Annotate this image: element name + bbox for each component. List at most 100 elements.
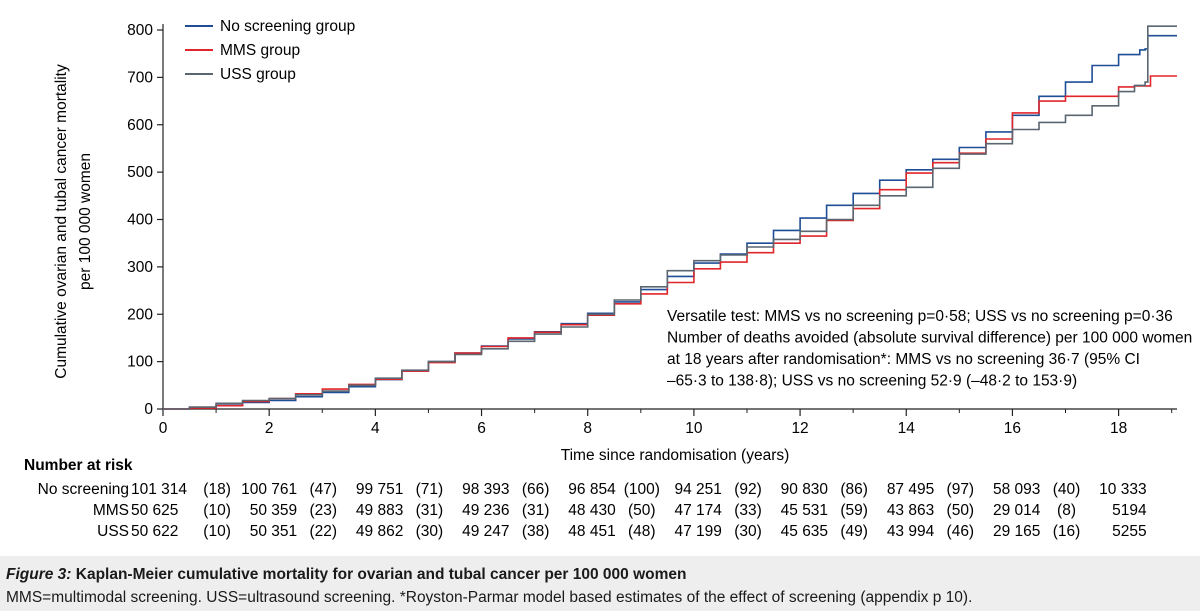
risk-value: 47 174 [674, 502, 722, 519]
risk-value: 96 854 [568, 481, 616, 498]
risk-row-label: No screening [38, 481, 129, 498]
risk-event-count: (100) [624, 481, 660, 498]
risk-event-count: (8) [1057, 502, 1076, 519]
risk-value: 48 451 [568, 523, 615, 540]
risk-event-count: (48) [628, 523, 656, 540]
y-axis-label-line-2: per 100 000 women [77, 153, 94, 290]
risk-value: 43 994 [887, 523, 935, 540]
risk-event-count: (22) [309, 523, 337, 540]
number-at-risk-table: Number at risk No screening 101 314 100 761… [24, 457, 1147, 540]
caption-box [0, 556, 1200, 611]
risk-event-count: (97) [947, 481, 975, 498]
series-lines [163, 25, 1177, 410]
risk-value: 90 830 [781, 481, 829, 498]
risk-table-title: Number at risk [24, 457, 133, 474]
annotation-line: –65·3 to 138·8); USS vs no screening 52·… [667, 373, 1077, 390]
x-tick-label: 8 [583, 420, 592, 437]
y-axis-label: Cumulative ovarian and tubal cancer mort… [53, 64, 94, 379]
legend-entry: MMS group [220, 42, 300, 59]
risk-value: 49 883 [356, 502, 403, 519]
figure-title: Kaplan-Meier cumulative mortality for ov… [71, 566, 687, 583]
figure-caption-note: MMS=multimodal screening. USS=ultrasound… [6, 589, 973, 606]
risk-event-count: (66) [522, 481, 550, 498]
risk-row-label: MMS [93, 502, 129, 519]
x-tick-label: 6 [477, 420, 486, 437]
legend-entry: No screening group [220, 18, 355, 35]
risk-event-count: (18) [203, 481, 231, 498]
risk-event-count: (59) [840, 502, 868, 519]
risk-event-count: (31) [522, 502, 550, 519]
risk-value: 49 862 [356, 523, 403, 540]
x-tick-label: 12 [791, 420, 808, 437]
y-tick-label: 500 [127, 164, 153, 181]
y-tick-label: 800 [127, 22, 153, 39]
y-axis-label-line-1: Cumulative ovarian and tubal cancer mort… [53, 64, 70, 379]
series-line-uss-group [163, 25, 1177, 410]
annotation-line: Versatile test: MMS vs no screening p=0·… [667, 308, 1173, 325]
x-axis-label: Time since randomisation (years) [561, 447, 790, 464]
legend: No screening group MMS group USS group [185, 18, 355, 83]
risk-event-count: (10) [203, 523, 231, 540]
risk-value: 45 531 [781, 502, 828, 519]
x-tick-label: 16 [1004, 420, 1021, 437]
risk-value: 10 333 [1099, 481, 1146, 498]
risk-value: 50 359 [250, 502, 297, 519]
figure-label: Figure 3: [6, 566, 72, 583]
risk-value: 94 251 [674, 481, 721, 498]
risk-value: 98 393 [462, 481, 509, 498]
y-tick-label: 100 [127, 354, 153, 371]
risk-value: 58 093 [993, 481, 1040, 498]
legend-entry: USS group [220, 66, 296, 83]
risk-value: 50 625 [131, 502, 178, 519]
x-tick-label: 4 [371, 420, 380, 437]
risk-value: 49 247 [462, 523, 509, 540]
x-tick-label: 18 [1110, 420, 1127, 437]
risk-event-count: (10) [203, 502, 231, 519]
risk-event-count: (92) [734, 481, 762, 498]
x-tick-label: 0 [159, 420, 168, 437]
risk-event-count: (30) [734, 523, 762, 540]
risk-value: 100 761 [241, 481, 297, 498]
risk-event-count: (30) [416, 523, 444, 540]
risk-value: 48 430 [568, 502, 616, 519]
y-tick-label: 700 [127, 69, 153, 86]
y-tick-label: 0 [144, 401, 153, 418]
risk-row-label: USS [97, 523, 129, 540]
risk-event-count: (16) [1053, 523, 1081, 540]
risk-value: 29 165 [993, 523, 1040, 540]
risk-value: 101 314 [131, 481, 187, 498]
risk-value: 45 635 [781, 523, 828, 540]
risk-event-count: (31) [416, 502, 444, 519]
risk-event-count: (86) [840, 481, 868, 498]
risk-event-count: (46) [947, 523, 975, 540]
x-tick-label: 2 [265, 420, 274, 437]
risk-value: 99 751 [356, 481, 403, 498]
y-tick-label: 600 [127, 117, 153, 134]
risk-event-count: (71) [416, 481, 444, 498]
x-axis-label: Time since randomisation (years) [561, 447, 790, 464]
risk-value: 87 495 [887, 481, 934, 498]
risk-event-count: (33) [734, 502, 762, 519]
risk-value: 43 863 [887, 502, 934, 519]
risk-event-count: (40) [1053, 481, 1081, 498]
risk-value: 47 199 [674, 523, 721, 540]
risk-value: 5255 [1112, 523, 1146, 540]
risk-event-count: (23) [309, 502, 337, 519]
y-tick-label: 300 [127, 259, 153, 276]
figure-caption-title: Figure 3: Kaplan-Meier cumulative mortal… [6, 566, 687, 584]
chart-axes: 0 100 200 300 400 500 600 700 800 0 2 4 6 8 10 12 14 16 18 [127, 22, 1177, 437]
annotation-line: Number of deaths avoided (absolute survi… [667, 330, 1192, 347]
y-tick-label: 400 [127, 212, 153, 229]
risk-event-count: (49) [840, 523, 868, 540]
y-tick-label: 200 [127, 306, 153, 323]
annotation-line: at 18 years after randomisation*: MMS vs… [667, 351, 1140, 368]
statistics-annotation: Versatile test: MMS vs no screening p=0·… [667, 308, 1192, 390]
risk-value: 49 236 [462, 502, 509, 519]
risk-value: 5194 [1112, 502, 1147, 519]
x-tick-label: 14 [898, 420, 916, 437]
risk-value: 50 351 [250, 523, 297, 540]
x-tick-label: 10 [685, 420, 703, 437]
risk-value: 29 014 [993, 502, 1041, 519]
risk-event-count: (50) [947, 502, 975, 519]
